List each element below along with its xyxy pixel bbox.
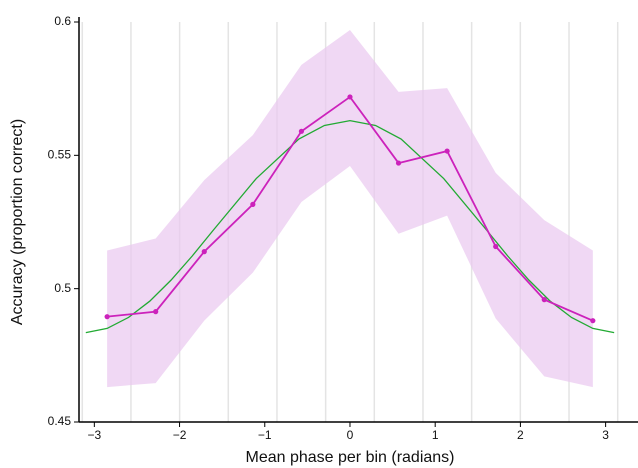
data-point	[493, 243, 499, 250]
data-point	[444, 148, 450, 154]
y-tick-label: 0.5	[54, 281, 71, 295]
data-point	[347, 94, 353, 100]
x-tick-label: −2	[173, 428, 187, 442]
y-tick-label: 0.6	[54, 14, 71, 28]
x-tick-label: −3	[87, 428, 101, 442]
confidence-band	[107, 30, 593, 388]
x-tick-label: 0	[347, 428, 354, 442]
x-tick-label: 1	[432, 428, 439, 442]
data-point	[153, 309, 159, 315]
y-axis-title: Accuracy (proportion correct)	[9, 119, 26, 325]
x-tick-label: 3	[602, 428, 609, 442]
data-point	[104, 314, 110, 320]
data-point	[250, 201, 256, 207]
x-axis-title: Mean phase per bin (radians)	[245, 449, 454, 466]
x-tick-label: −1	[258, 428, 272, 442]
y-tick-label: 0.45	[48, 414, 72, 428]
series-line	[85, 120, 615, 334]
y-tick-label: 0.55	[48, 148, 72, 162]
data-point	[590, 318, 596, 324]
data-point	[298, 128, 305, 134]
data-point	[201, 249, 207, 255]
x-tick-label: 2	[517, 428, 524, 442]
data-point	[541, 297, 547, 303]
data-point	[395, 160, 402, 166]
